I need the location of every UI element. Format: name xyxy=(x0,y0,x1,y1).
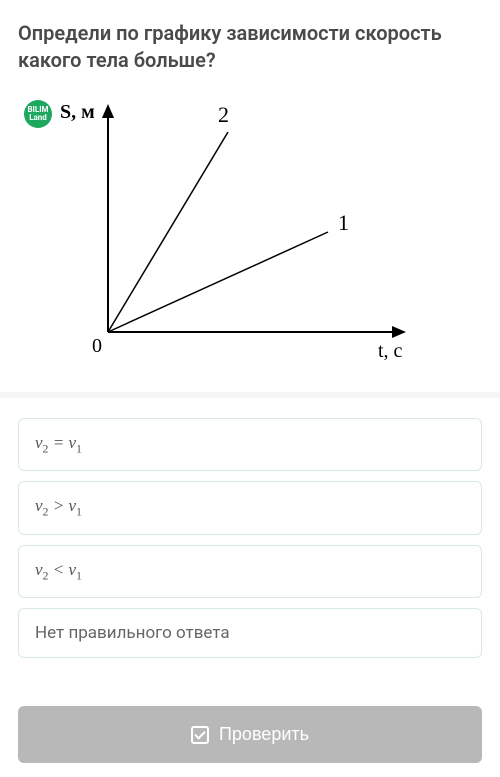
answer-option-2[interactable]: v2 > v1 xyxy=(18,481,482,534)
x-axis-arrow xyxy=(392,326,406,338)
checkbox-icon xyxy=(191,726,209,744)
distance-time-graph: 2 1 S, м t, с 0 xyxy=(48,92,428,372)
logo-badge: BILIM Land xyxy=(24,100,52,128)
answer-option-3[interactable]: v2 < v1 xyxy=(18,545,482,598)
y-axis-label: S, м xyxy=(60,101,95,123)
check-button-label: Проверить xyxy=(219,724,309,745)
graph-line-1 xyxy=(108,232,328,332)
graph-line-2-label: 2 xyxy=(218,102,229,127)
section-divider xyxy=(0,392,500,398)
answer-option-4[interactable]: Нет правильного ответа xyxy=(18,608,482,658)
answer-options: v2 = v1 v2 > v1 v2 < v1 Нет правильного … xyxy=(18,418,482,658)
graph-line-2 xyxy=(108,132,228,332)
check-button[interactable]: Проверить xyxy=(18,706,482,763)
y-axis-arrow xyxy=(102,104,114,118)
graph-container: BILIM Land 2 1 S, м t, с 0 xyxy=(18,92,482,372)
origin-label: 0 xyxy=(92,335,102,357)
question-title: Определи по графику зависимости скорость… xyxy=(18,20,482,74)
graph-line-1-label: 1 xyxy=(338,210,349,235)
answer-option-1[interactable]: v2 = v1 xyxy=(18,418,482,471)
x-axis-label: t, с xyxy=(378,340,403,362)
